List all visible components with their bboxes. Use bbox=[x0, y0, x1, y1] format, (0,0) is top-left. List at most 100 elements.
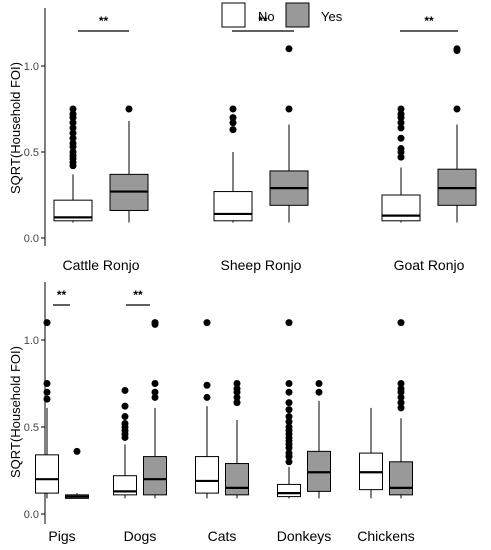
box-group: Cattle Ronjo ** bbox=[53, 14, 149, 273]
outlier-point bbox=[73, 447, 81, 455]
outlier-point bbox=[229, 114, 237, 122]
outlier-point bbox=[151, 393, 159, 401]
y-tick-label: 1.0 bbox=[24, 61, 39, 73]
outlier-point bbox=[203, 381, 211, 389]
outlier-point bbox=[397, 380, 405, 387]
box-yes bbox=[225, 463, 249, 496]
box-no bbox=[195, 456, 219, 494]
outlier-point bbox=[397, 399, 405, 407]
box-group: Pigs ** bbox=[35, 288, 89, 544]
significance-label: ** bbox=[99, 14, 109, 28]
outlier-point bbox=[69, 110, 77, 118]
outlier-point bbox=[397, 393, 405, 401]
outlier-point bbox=[315, 388, 323, 396]
outlier-point bbox=[69, 129, 77, 137]
legend-label-no: No bbox=[258, 9, 275, 24]
box-group: Sheep Ronjo ** bbox=[213, 14, 309, 273]
outlier-point bbox=[285, 418, 293, 426]
y-tick-label: 0.5 bbox=[24, 422, 39, 434]
legend-swatch-yes bbox=[285, 2, 310, 28]
outlier-point bbox=[121, 413, 129, 421]
outlier-point bbox=[69, 124, 77, 132]
outlier-point bbox=[203, 393, 211, 401]
outlier-point bbox=[285, 423, 293, 431]
significance-label: ** bbox=[133, 288, 143, 302]
category-label: Goat Ronjo bbox=[394, 257, 465, 273]
outlier-point bbox=[125, 105, 133, 113]
category-label: Cattle Ronjo bbox=[62, 257, 139, 273]
outlier-point bbox=[69, 134, 77, 142]
box-no bbox=[381, 194, 421, 222]
outlier-point bbox=[121, 420, 129, 428]
box-no bbox=[35, 454, 59, 494]
outlier-point bbox=[121, 386, 129, 394]
outlier-point bbox=[453, 105, 461, 113]
outlier-point bbox=[233, 399, 241, 407]
outlier-point bbox=[151, 380, 159, 387]
outlier-point bbox=[285, 449, 293, 457]
outlier-point bbox=[229, 105, 237, 113]
outlier-point bbox=[229, 119, 237, 127]
outlier-point bbox=[69, 148, 77, 156]
outlier-point bbox=[229, 126, 237, 134]
outlier-point bbox=[69, 119, 77, 127]
box-group: Dogs ** bbox=[113, 288, 167, 544]
box-no bbox=[277, 483, 301, 498]
outlier-point bbox=[285, 399, 293, 407]
y-tick-label: 0.0 bbox=[24, 233, 39, 245]
legend-swatch-no bbox=[221, 2, 246, 28]
outlier-point bbox=[285, 45, 293, 53]
box-group: Donkeys bbox=[277, 319, 331, 544]
outlier-point bbox=[203, 319, 211, 327]
box-no bbox=[53, 199, 93, 222]
legend-label-yes: Yes bbox=[321, 9, 343, 24]
outlier-point bbox=[397, 319, 405, 327]
outlier-point bbox=[397, 153, 405, 161]
box-group: Goat Ronjo ** bbox=[381, 14, 477, 273]
outlier-point bbox=[69, 105, 77, 113]
outlier-point bbox=[397, 404, 405, 412]
y-tick-label: 1.0 bbox=[24, 335, 39, 347]
category-label: Pigs bbox=[48, 528, 75, 544]
outlier-point bbox=[285, 388, 293, 396]
box-no bbox=[113, 475, 137, 496]
box-yes bbox=[389, 461, 413, 496]
outlier-point bbox=[285, 458, 293, 466]
box-yes bbox=[143, 456, 167, 496]
outlier-point bbox=[43, 388, 51, 396]
outlier-point bbox=[43, 319, 51, 327]
outlier-point bbox=[453, 45, 461, 53]
outlier-point bbox=[397, 134, 405, 142]
outlier-point bbox=[285, 406, 293, 414]
outlier-point bbox=[397, 105, 405, 113]
outlier-point bbox=[151, 388, 159, 396]
outlier-point bbox=[69, 139, 77, 147]
legend: No Yes bbox=[221, 2, 343, 28]
significance-label: ** bbox=[424, 14, 434, 28]
outlier-point bbox=[43, 395, 51, 403]
outlier-point bbox=[397, 145, 405, 153]
y-axis-title: SQRT(Household FOI) bbox=[8, 346, 23, 478]
outlier-point bbox=[285, 380, 293, 387]
box-no bbox=[213, 191, 253, 222]
significance-label: ** bbox=[258, 14, 268, 28]
outlier-point bbox=[397, 124, 405, 132]
outlier-point bbox=[151, 319, 159, 327]
category-label: Cats bbox=[208, 528, 237, 544]
box-group: Chickens bbox=[357, 319, 415, 544]
outlier-point bbox=[121, 402, 129, 410]
y-axis-title: SQRT(Household FOI) bbox=[8, 62, 23, 194]
outlier-point bbox=[397, 119, 405, 127]
outlier-point bbox=[397, 385, 405, 393]
outlier-point bbox=[397, 110, 405, 118]
y-tick-label: 0.0 bbox=[24, 509, 39, 521]
significance-label: ** bbox=[57, 288, 67, 302]
box-group: Cats bbox=[195, 319, 249, 544]
outlier-point bbox=[285, 413, 293, 421]
category-label: Sheep Ronjo bbox=[221, 257, 302, 273]
outlier-point bbox=[43, 380, 51, 387]
outlier-point bbox=[233, 385, 241, 393]
